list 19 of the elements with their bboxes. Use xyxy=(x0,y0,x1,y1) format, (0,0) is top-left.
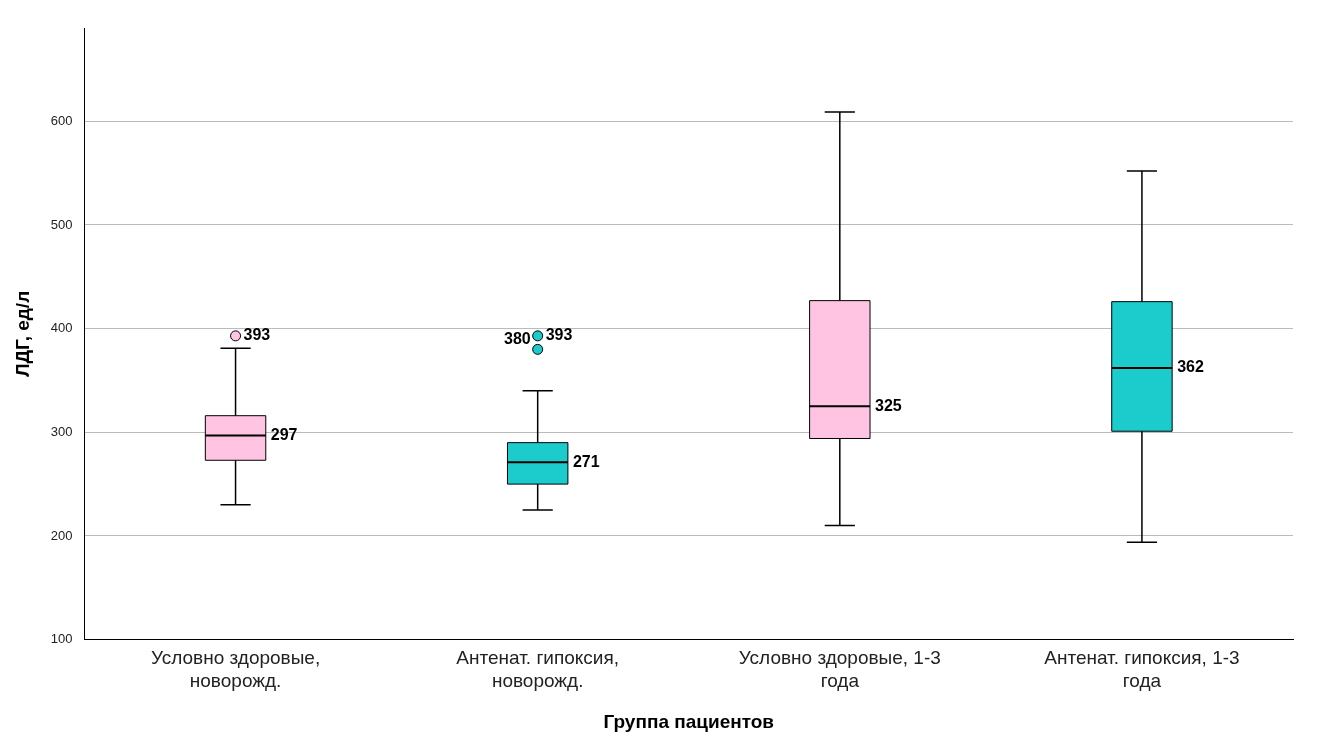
annotation: 362 xyxy=(1177,358,1204,376)
x-tick-label: Условно здоровые, 1-3 года xyxy=(738,647,941,692)
annotation: 271 xyxy=(572,452,600,470)
data-label: 393 xyxy=(545,326,573,344)
y-tick-label: 100 xyxy=(50,631,73,647)
annotation: 325 xyxy=(875,396,902,414)
annotation: 297 xyxy=(270,425,298,443)
x-tick-label: Антенат. гипоксия, новорожд. xyxy=(456,647,619,692)
y-tick-label: 300 xyxy=(50,423,73,439)
y-tick-label: 400 xyxy=(50,320,73,336)
x-tick-label: Антенат. гипоксия, 1-3 года xyxy=(1044,647,1240,692)
data-label: 393 xyxy=(243,326,271,344)
y-tick-label: 500 xyxy=(50,216,73,232)
y-tick-label: 600 xyxy=(50,112,73,128)
y-tick-label: 200 xyxy=(50,527,73,543)
x-axis-title: Группа пациентов xyxy=(603,710,775,732)
data-label: 380 xyxy=(503,329,531,347)
x-tick-label: Условно здоровые, новорожд. xyxy=(150,647,321,692)
y-axis-title: ЛДГ, ед/л xyxy=(11,290,33,377)
